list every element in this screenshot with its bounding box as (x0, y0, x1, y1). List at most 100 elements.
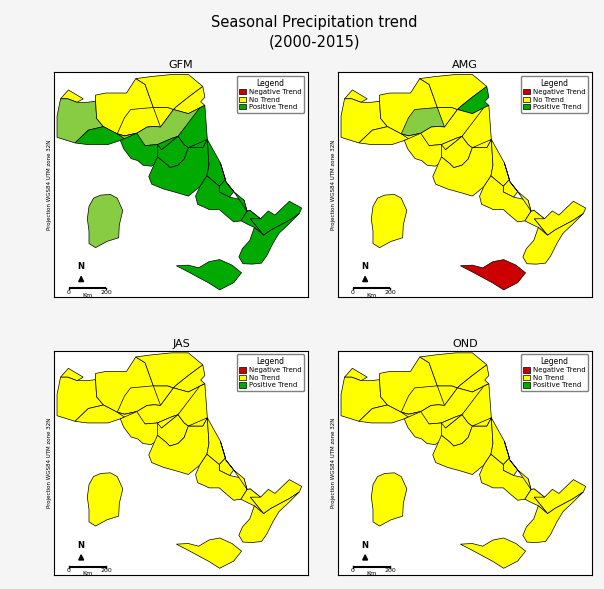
Polygon shape (158, 136, 188, 168)
Polygon shape (219, 163, 234, 197)
Polygon shape (117, 105, 205, 145)
Polygon shape (525, 489, 548, 514)
Text: Km: Km (82, 571, 92, 577)
Text: Km: Km (82, 293, 92, 298)
Polygon shape (341, 99, 387, 143)
Polygon shape (344, 368, 367, 380)
Polygon shape (117, 384, 205, 424)
Polygon shape (401, 386, 445, 414)
Polygon shape (176, 260, 242, 290)
Polygon shape (239, 214, 299, 264)
Text: 0: 0 (351, 290, 355, 295)
Polygon shape (226, 460, 302, 514)
Text: N: N (362, 541, 368, 550)
Polygon shape (503, 163, 518, 197)
Polygon shape (460, 538, 525, 568)
Text: 200: 200 (384, 290, 396, 295)
Title: GFM: GFM (169, 60, 193, 70)
Polygon shape (219, 441, 234, 475)
Polygon shape (178, 105, 207, 148)
Polygon shape (462, 384, 491, 426)
Polygon shape (371, 473, 407, 526)
Polygon shape (149, 140, 209, 196)
Polygon shape (95, 78, 173, 136)
Polygon shape (75, 405, 137, 423)
Title: OND: OND (452, 339, 478, 349)
Polygon shape (510, 460, 586, 514)
Polygon shape (117, 386, 161, 414)
Polygon shape (239, 492, 299, 542)
Polygon shape (60, 90, 83, 102)
Y-axis label: Projection WGS84 UTM zone 32N: Projection WGS84 UTM zone 32N (47, 140, 51, 230)
Text: N: N (78, 262, 85, 272)
Polygon shape (173, 87, 205, 114)
Polygon shape (188, 140, 225, 186)
Polygon shape (523, 492, 583, 542)
Text: N: N (78, 541, 85, 550)
Polygon shape (196, 176, 247, 222)
Polygon shape (401, 107, 445, 136)
Polygon shape (510, 181, 586, 235)
Polygon shape (176, 538, 242, 568)
Text: 200: 200 (100, 568, 112, 574)
Text: 0: 0 (67, 568, 71, 574)
Text: Km: Km (366, 571, 376, 577)
Text: 200: 200 (100, 290, 112, 295)
Polygon shape (359, 405, 421, 423)
Polygon shape (401, 105, 489, 145)
Polygon shape (359, 127, 421, 144)
Polygon shape (75, 127, 137, 144)
Polygon shape (480, 176, 531, 222)
Polygon shape (460, 260, 525, 290)
Polygon shape (88, 473, 123, 526)
Polygon shape (60, 368, 83, 380)
Polygon shape (442, 415, 472, 446)
Legend: Negative Trend, No Trend, Positive Trend: Negative Trend, No Trend, Positive Trend (521, 76, 588, 113)
Polygon shape (136, 74, 203, 110)
Polygon shape (173, 365, 205, 392)
Polygon shape (401, 384, 489, 424)
Text: Km: Km (366, 293, 376, 298)
Polygon shape (57, 99, 103, 143)
Polygon shape (226, 181, 302, 235)
Polygon shape (371, 194, 407, 247)
Polygon shape (158, 415, 188, 446)
Polygon shape (95, 357, 173, 414)
Text: N: N (362, 262, 368, 272)
Polygon shape (136, 353, 203, 388)
Title: JAS: JAS (172, 339, 190, 349)
Polygon shape (420, 353, 487, 388)
Legend: Negative Trend, No Trend, Positive Trend: Negative Trend, No Trend, Positive Trend (237, 76, 304, 113)
Polygon shape (523, 214, 583, 264)
Y-axis label: Projection WGS84 UTM zone 32N: Projection WGS84 UTM zone 32N (330, 140, 336, 230)
Polygon shape (404, 133, 462, 166)
Polygon shape (88, 194, 123, 247)
Polygon shape (457, 87, 489, 114)
Polygon shape (433, 140, 493, 196)
Polygon shape (404, 412, 462, 445)
Text: 0: 0 (351, 568, 355, 574)
Polygon shape (149, 418, 209, 475)
Polygon shape (480, 454, 531, 500)
Title: AMG: AMG (452, 60, 478, 70)
Polygon shape (379, 357, 457, 414)
Polygon shape (379, 78, 457, 136)
Polygon shape (57, 377, 103, 421)
Polygon shape (241, 210, 263, 235)
Legend: Negative Trend, No Trend, Positive Trend: Negative Trend, No Trend, Positive Trend (521, 354, 588, 391)
Polygon shape (462, 105, 491, 148)
Polygon shape (120, 412, 178, 445)
Polygon shape (241, 489, 263, 514)
Polygon shape (433, 418, 493, 475)
Polygon shape (472, 418, 509, 465)
Polygon shape (420, 74, 487, 110)
Polygon shape (442, 136, 472, 168)
Polygon shape (178, 384, 207, 426)
Legend: Negative Trend, No Trend, Positive Trend: Negative Trend, No Trend, Positive Trend (237, 354, 304, 391)
Polygon shape (120, 133, 178, 166)
Polygon shape (196, 454, 247, 500)
Text: Seasonal Precipitation trend
(2000-2015): Seasonal Precipitation trend (2000-2015) (211, 15, 417, 49)
Polygon shape (117, 107, 161, 136)
Polygon shape (503, 441, 518, 475)
Polygon shape (344, 90, 367, 102)
